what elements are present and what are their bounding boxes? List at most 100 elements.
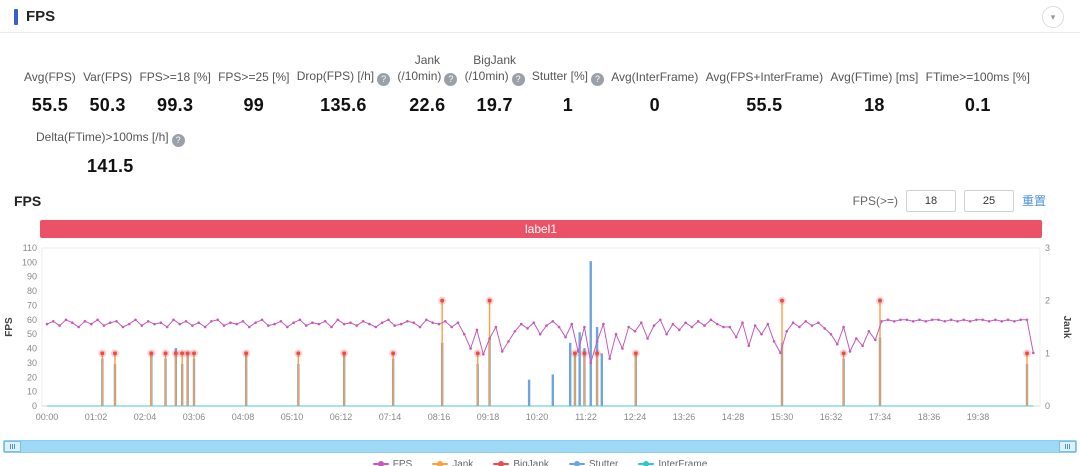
stat-r1-6: BigJank (/10min)? 19.7: [465, 53, 525, 116]
x-tick-label: 15:30: [771, 412, 794, 422]
bigjank-marker: [633, 350, 638, 355]
stat-label: Stutter [%]?: [532, 69, 604, 86]
legend-item-stutter[interactable]: Stutter: [568, 458, 619, 466]
legend-item-jank[interactable]: Jank: [432, 459, 473, 466]
x-tick-label: 01:02: [85, 412, 108, 422]
y-left-axis-title: FPS: [4, 317, 15, 337]
legend-label: Stutter: [588, 458, 619, 466]
stat-r1-0: Avg(FPS) 55.5: [24, 70, 76, 116]
scrollbar-left-handle[interactable]: [4, 440, 21, 452]
chart-banner: label1: [40, 219, 1042, 238]
bigjank-marker: [595, 350, 600, 355]
y-left-tick: 40: [27, 343, 37, 353]
fps-threshold-input-2[interactable]: [963, 189, 1014, 212]
stat-r1-4: Drop(FPS) [/h]? 135.6: [297, 69, 391, 116]
legend-item-interframe[interactable]: InterFrame: [638, 459, 707, 466]
legend-label: InterFrame: [658, 458, 708, 466]
legend-label: BigJank: [513, 458, 549, 466]
chart-section-title: FPS: [14, 192, 42, 209]
bigjank-marker: [391, 350, 396, 355]
bigjank-marker: [163, 350, 168, 355]
collapse-button[interactable]: ▾: [1042, 6, 1064, 28]
stat-label: Avg(FPS): [24, 70, 76, 84]
stat-value: 18: [864, 94, 885, 115]
legend-label: Jank: [452, 458, 474, 466]
x-tick-label: 18:36: [918, 412, 941, 422]
stat-value: 135.6: [320, 94, 367, 115]
bigjank-marker: [440, 298, 445, 303]
page-header: FPS ▾: [0, 0, 1080, 33]
bigjank-marker: [841, 350, 846, 355]
stat-value: 55.5: [746, 94, 783, 115]
chevron-down-icon: ▾: [1050, 11, 1056, 22]
chart-legend: FPS Jank BigJank Stutter InterFrame: [0, 453, 1080, 466]
y-left-tick: 110: [23, 243, 37, 253]
stat-r1-10: Avg(FTime) [ms] 18: [830, 70, 918, 116]
y-left-tick: 60: [27, 314, 37, 324]
legend-marker-icon: [568, 460, 585, 466]
stat-label: FPS>=25 [%]: [218, 70, 290, 84]
stat-value: 141.5: [87, 155, 134, 176]
stat-label: BigJank (/10min)?: [465, 53, 525, 86]
y-right-axis-title: Jank: [1061, 315, 1072, 338]
info-icon[interactable]: ?: [377, 72, 391, 86]
stat-label: Drop(FPS) [/h]?: [297, 69, 391, 86]
banner-label: label1: [524, 221, 558, 236]
y-left-tick: 0: [32, 401, 37, 411]
y-left-tick: 100: [22, 257, 37, 267]
stat-value: 0: [649, 94, 660, 115]
chart-scrollbar[interactable]: [3, 439, 1077, 453]
legend-item-fps[interactable]: FPS: [372, 458, 413, 466]
info-icon[interactable]: ?: [590, 72, 604, 86]
stat-r1-8: Avg(InterFrame) 0: [611, 70, 698, 116]
stat-value: 99: [243, 94, 265, 115]
bigjank-marker: [173, 350, 178, 355]
x-tick-label: 10:20: [526, 412, 549, 422]
x-tick-label: 07:14: [379, 412, 402, 422]
x-tick-label: 03:06: [183, 412, 206, 422]
bigjank-marker: [112, 350, 117, 355]
stat-r1-7: Stutter [%]? 1: [532, 69, 604, 116]
x-tick-label: 14:28: [722, 412, 745, 422]
x-tick-label: 17:34: [869, 412, 892, 422]
y-right-tick: 0: [1045, 401, 1050, 411]
bigjank-marker: [100, 350, 105, 355]
stat-label: Avg(InterFrame): [611, 70, 699, 84]
stat-label: Delta(FTime)>100ms [/h]?: [36, 130, 185, 147]
stats-row-1: Avg(FPS) 55.5 Var(FPS) 50.3 FPS>=18 [%] 99.3 F…: [0, 33, 1080, 116]
x-tick-label: 00:00: [36, 412, 59, 422]
stat-value: 1: [562, 94, 574, 115]
accent-bar: [14, 8, 18, 25]
legend-marker-icon: [493, 460, 510, 466]
y-left-tick: 10: [27, 386, 37, 396]
x-tick-label: 02:04: [134, 412, 157, 422]
bigjank-marker: [185, 350, 190, 355]
stat-r1-2: FPS>=18 [%] 99.3: [139, 70, 210, 116]
y-left-tick: 20: [27, 372, 37, 382]
x-tick-label: 12:24: [624, 412, 647, 422]
info-icon[interactable]: ?: [171, 133, 185, 147]
x-tick-label: 16:32: [820, 412, 843, 422]
stat-label: Avg(FPS+InterFrame): [705, 70, 824, 84]
fps-chart[interactable]: 0 10 20 30 40 50 60 70 80 90 100 110 0 1 2 3 00:00 01:02 0…: [0, 240, 1080, 440]
scrollbar-right-handle[interactable]: [1059, 440, 1076, 452]
stat-r1-5: Jank (/10min)? 22.6: [397, 53, 458, 116]
y-right-tick: 3: [1045, 243, 1050, 253]
reset-link[interactable]: 重置: [1021, 194, 1046, 209]
x-tick-label: 09:18: [477, 412, 500, 422]
legend-item-bigjank[interactable]: BigJank: [493, 459, 549, 466]
bigjank-marker: [149, 350, 154, 355]
x-tick-label: 11:22: [575, 412, 597, 422]
bigjank-marker: [780, 298, 784, 303]
y-left-tick: 90: [27, 271, 37, 281]
stat-value: 50.3: [89, 94, 126, 115]
legend-label: FPS: [392, 458, 413, 466]
chart-header: FPS FPS(>=) 重置: [0, 177, 1080, 216]
fps-threshold-input-1[interactable]: [905, 189, 956, 212]
stat-r1-9: Avg(FPS+InterFrame) 55.5: [706, 70, 823, 116]
info-icon[interactable]: ?: [511, 72, 525, 86]
bigjank-marker: [878, 298, 882, 303]
legend-marker-icon: [372, 460, 389, 466]
info-icon[interactable]: ?: [444, 72, 458, 86]
